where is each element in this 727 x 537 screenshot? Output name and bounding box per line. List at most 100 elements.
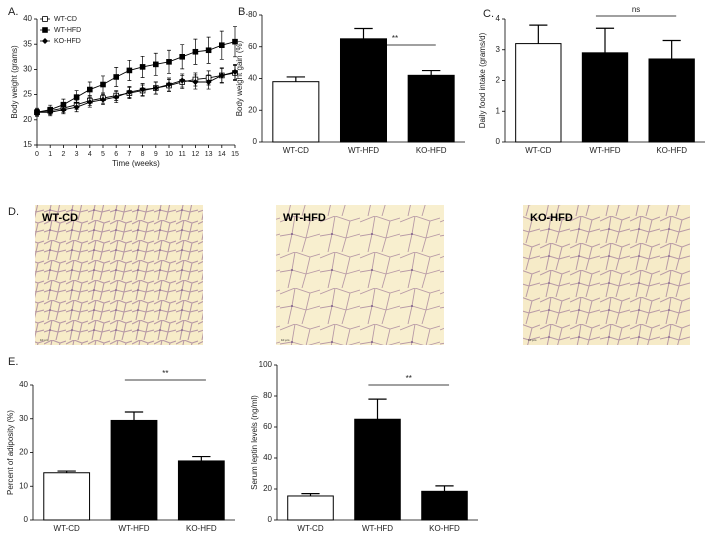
error-bar <box>662 39 681 59</box>
marker <box>205 47 212 54</box>
y-axis-label: Daily food intake (grams/d) <box>478 32 487 128</box>
bar <box>177 460 225 521</box>
x-tick-label: 15 <box>231 151 239 158</box>
significance-label: ns <box>632 5 640 14</box>
x-tick-label: WT-CD <box>525 146 551 155</box>
scale-bar-label: 10 μm <box>40 338 49 342</box>
marker <box>152 85 159 92</box>
y-tick-label: 60 <box>263 422 272 431</box>
histology-image <box>523 205 690 345</box>
error-bar <box>192 455 211 461</box>
marker <box>113 94 120 101</box>
marker <box>139 86 146 93</box>
marker <box>192 79 199 85</box>
scale-bar-label: 10 μm <box>281 338 290 342</box>
error-bar <box>595 27 615 53</box>
image-label: WT-HFD <box>283 212 326 224</box>
x-axis-label: Time (weeks) <box>112 159 160 168</box>
histology-image <box>35 205 203 345</box>
y-tick-label: 2 <box>496 76 501 85</box>
panel-label: A. <box>8 6 18 18</box>
bar <box>339 38 388 143</box>
y-tick-label: 40 <box>23 14 32 23</box>
error-bar <box>368 398 387 420</box>
x-tick-label: 12 <box>192 151 200 158</box>
y-tick-label: 0 <box>24 515 29 524</box>
x-tick-label: WT-HFD <box>589 146 620 155</box>
y-axis-label: Serum leptin levels (ng/ml) <box>250 395 259 490</box>
y-tick-label: 0 <box>496 137 501 146</box>
y-axis-label: Percent of adiposity (%) <box>6 410 15 495</box>
error-bar <box>124 411 144 421</box>
marker <box>218 42 225 49</box>
legend-label: WT-HFD <box>54 27 81 34</box>
y-tick-label: 3 <box>496 45 501 54</box>
marker <box>42 16 48 22</box>
legend-label: KO-HFD <box>54 38 81 45</box>
x-tick-label: 9 <box>154 151 158 158</box>
error-bar <box>354 27 373 39</box>
y-tick-label: 30 <box>23 65 32 74</box>
y-tick-label: 20 <box>263 484 272 493</box>
y-tick-label: 20 <box>248 105 257 114</box>
y-tick-label: 30 <box>19 414 28 423</box>
bar <box>287 495 334 521</box>
marker <box>73 104 80 111</box>
series-line <box>37 71 236 113</box>
x-tick-label: WT-HFD <box>348 146 379 155</box>
x-tick-label: KO-HFD <box>416 146 447 155</box>
x-tick-label: 3 <box>75 151 79 158</box>
x-tick-label: 5 <box>101 151 105 158</box>
y-tick-label: 20 <box>23 115 32 124</box>
bar <box>272 81 320 143</box>
marker <box>232 68 238 75</box>
y-tick-label: 10 <box>19 481 28 490</box>
panel-label: D. <box>8 206 19 218</box>
y-tick-label: 100 <box>259 360 273 369</box>
error-bar <box>529 24 548 44</box>
marker <box>34 109 40 116</box>
bar <box>581 52 629 143</box>
marker <box>126 89 133 96</box>
y-tick-label: 25 <box>23 90 32 99</box>
marker <box>166 59 172 65</box>
marker <box>42 38 48 44</box>
y-tick-label: 40 <box>248 74 257 83</box>
y-tick-label: 0 <box>268 515 273 524</box>
x-tick-label: KO-HFD <box>186 524 217 533</box>
y-tick-label: 80 <box>263 391 272 400</box>
y-tick-label: 20 <box>19 448 28 457</box>
bar <box>648 58 695 143</box>
marker <box>100 96 106 103</box>
y-tick-label: 60 <box>248 42 257 51</box>
marker <box>152 61 159 68</box>
x-tick-label: WT-HFD <box>118 524 149 533</box>
panel-label: B. <box>238 6 248 18</box>
marker <box>166 81 172 88</box>
x-tick-label: 0 <box>35 151 39 158</box>
y-tick-label: 4 <box>496 14 501 23</box>
series-line <box>36 72 236 113</box>
marker <box>73 94 80 100</box>
marker <box>139 64 146 70</box>
x-tick-label: 7 <box>127 151 131 158</box>
y-axis-label: Body weight (grams) <box>10 45 19 119</box>
marker <box>100 81 106 88</box>
marker <box>47 109 54 116</box>
image-label: WT-CD <box>42 212 78 224</box>
bar <box>110 419 158 521</box>
marker <box>87 86 93 93</box>
scale-bar-label: 10 μm <box>528 338 537 342</box>
marker <box>113 74 120 80</box>
series-line <box>36 41 236 113</box>
marker <box>232 38 238 45</box>
bar <box>354 418 401 521</box>
marker <box>60 106 67 113</box>
marker <box>126 67 133 74</box>
y-tick-label: 1 <box>496 106 501 115</box>
error-bar <box>435 485 454 492</box>
x-tick-label: 13 <box>205 151 213 158</box>
marker <box>42 27 48 33</box>
bar <box>43 472 91 521</box>
